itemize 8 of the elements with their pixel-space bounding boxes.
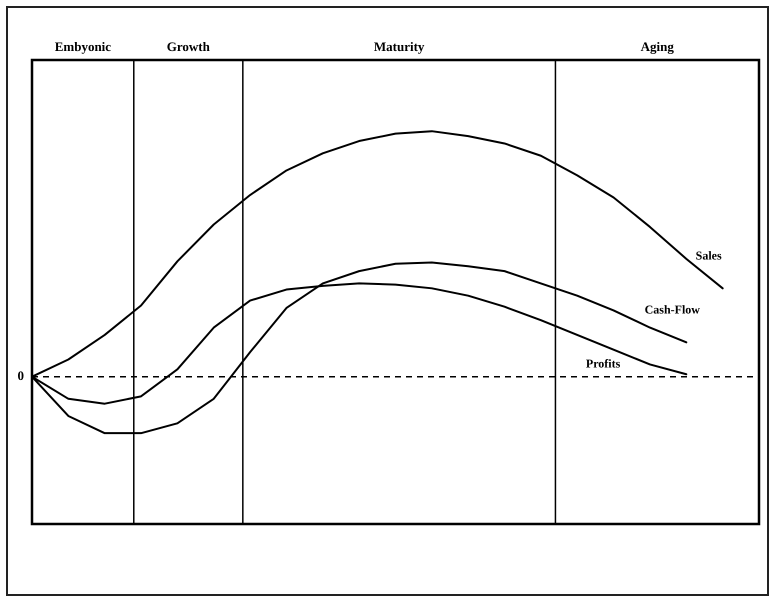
- ref-line-label: 0: [18, 368, 24, 384]
- text: Growth: [166, 38, 211, 54]
- text: Embyonic: [54, 38, 112, 54]
- text: Aging: [640, 38, 674, 54]
- series-label: Cash-Flow: [644, 302, 700, 316]
- text: Maturity: [374, 38, 425, 54]
- series-label: Sales: [696, 248, 722, 262]
- series-label: Profits: [586, 356, 621, 370]
